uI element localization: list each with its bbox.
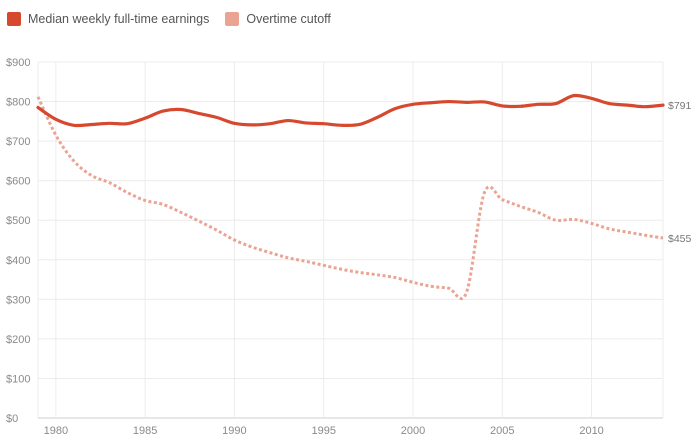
end-label-overtime: $455	[668, 233, 692, 245]
x-tick-label: 1990	[222, 425, 246, 437]
x-tick-label: 2005	[490, 425, 514, 437]
series-line-earnings	[36, 93, 665, 128]
y-tick-label: $500	[6, 215, 30, 227]
legend: Median weekly full-time earnings Overtim…	[7, 9, 347, 29]
y-tick-label: $0	[6, 413, 18, 425]
x-tick-label: 2000	[401, 425, 425, 437]
y-tick-label: $300	[6, 294, 30, 306]
y-tick-label: $400	[6, 255, 30, 267]
y-axis: $0 $100 $200 $300 $400 $500 $600 $700 $800 $900	[6, 57, 30, 425]
grid	[37, 61, 664, 419]
legend-label-earnings: Median weekly full-time earnings	[28, 12, 210, 26]
x-tick-label: 2010	[579, 425, 603, 437]
x-tick-label: 1985	[133, 425, 157, 437]
x-axis: 1980 1985 1990 1995 2000 2005 2010	[44, 425, 604, 437]
y-tick-label: $900	[6, 57, 30, 69]
end-label-earnings: $791	[668, 100, 692, 112]
legend-item-overtime[interactable]: Overtime cutoff	[225, 12, 331, 26]
series-lines	[36, 93, 665, 300]
y-tick-label: $200	[6, 334, 30, 346]
y-tick-label: $800	[6, 97, 30, 109]
legend-swatch-overtime	[225, 12, 240, 26]
end-labels: $455 $791	[668, 100, 692, 245]
legend-swatch-earnings	[7, 12, 21, 26]
y-tick-label: $100	[6, 373, 30, 385]
legend-item-earnings[interactable]: Median weekly full-time earnings	[7, 12, 209, 26]
series-line-overtime	[36, 96, 664, 300]
y-tick-label: $700	[6, 136, 30, 148]
x-tick-label: 1980	[44, 425, 68, 437]
legend-label-overtime: Overtime cutoff	[246, 12, 331, 26]
y-tick-label: $600	[6, 176, 30, 188]
x-tick-label: 1995	[311, 425, 335, 437]
